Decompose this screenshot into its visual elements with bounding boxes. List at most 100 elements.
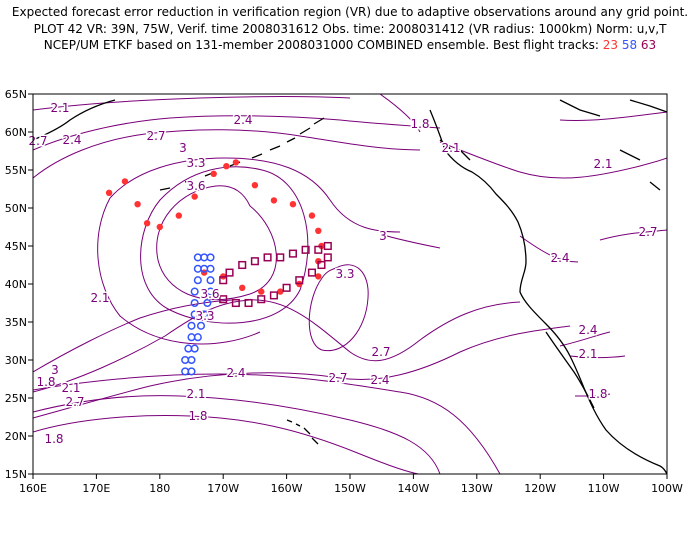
track-a-point (232, 159, 240, 166)
track-c-point (219, 276, 228, 285)
contour-1-8-northeast (559, 111, 667, 122)
track-c-point (282, 283, 291, 292)
contour-3-3-west (33, 299, 233, 373)
contour-label: 3.3 (335, 267, 354, 281)
title-line-3-text: NCEP/UM ETKF based on 131-member 2008031… (43, 38, 599, 52)
track-b-point (190, 298, 199, 308)
lon-label: 130W (461, 482, 493, 495)
baja-california (545, 331, 595, 409)
track-c-point (323, 241, 332, 251)
track-a-point (156, 223, 163, 231)
contour-label: 1.8 (44, 432, 63, 446)
title-line-3: NCEP/UM ETKF based on 131-member 2008031… (0, 37, 700, 54)
lat-label: 65N (5, 88, 27, 101)
alaska-coast (32, 99, 116, 141)
contour-label: 2.4 (62, 133, 81, 147)
lon-label: 100W (651, 482, 683, 495)
track-b-point (190, 287, 199, 296)
track-c-label: 63 (640, 38, 657, 52)
contour-label: 2.1 (186, 387, 205, 401)
contour-label: 3 (379, 229, 387, 243)
track-a-point (210, 170, 217, 177)
track-c-point (317, 260, 326, 270)
contour-label: 2.7 (638, 225, 657, 239)
lon-label: 180 (149, 482, 170, 495)
track-c-point (257, 295, 266, 304)
track-a-label: 23 (602, 38, 618, 52)
track-b-point (187, 355, 196, 365)
track-a-point (258, 288, 265, 295)
track-a-point (239, 284, 246, 291)
contour-2-1-northeast (439, 141, 667, 179)
track-b-point (200, 310, 209, 319)
track-a-point (315, 227, 322, 234)
track-b-point (187, 367, 196, 376)
track-c-point (263, 253, 272, 262)
track-a-point (223, 163, 230, 170)
track-c-point (225, 268, 234, 277)
track-a-point (270, 197, 278, 204)
contour-label: 1.8 (188, 409, 207, 423)
contour-2-7-south (33, 325, 571, 419)
contour-3-6-loop (156, 185, 277, 301)
contour-2-7-north (33, 129, 421, 179)
contour-label: 2.1 (90, 291, 109, 305)
track-a-point (105, 189, 113, 196)
lat-label: 35N (5, 316, 27, 329)
contour-2-4-southeast (559, 331, 611, 347)
track-a-point (134, 201, 141, 208)
track-b-point (203, 298, 212, 308)
contour-label: 2.4 (550, 251, 569, 265)
contour-label: 2.1 (61, 381, 80, 395)
contour-2-7-east (599, 229, 667, 241)
lon-label: 150W (334, 482, 366, 495)
lon-label: 120W (524, 482, 556, 495)
contour-label: 1.8 (588, 387, 607, 401)
track-b-label: 58 (621, 38, 638, 52)
track-c-point (301, 245, 310, 254)
track-b-point (190, 344, 199, 353)
track-b-point (206, 287, 215, 296)
track-a-point (308, 212, 316, 219)
map-background (33, 94, 667, 474)
axes: 160E 170E 180 170W 160W 150W 140W 130W 120W 110W 1… (5, 88, 683, 495)
contour-label: 2.7 (65, 395, 84, 409)
contour-1-8-north (379, 94, 421, 133)
lon-label: 170E (82, 482, 110, 495)
contour-2-4-east (519, 235, 579, 263)
contour-label: 2.4 (370, 373, 389, 387)
contour-label: 1.8 (410, 117, 429, 131)
track-c-point (295, 276, 304, 285)
lat-label: 55N (5, 164, 27, 177)
track-c-point (307, 268, 317, 277)
contour-labels: 2.12.42.733.33.63.63.332.72.42.11.81.82.… (27, 100, 659, 448)
contour-label: 2.7 (328, 371, 347, 385)
contour-label: 2.4 (233, 113, 252, 127)
contour-label: 3.6 (186, 179, 205, 193)
track-a-point (289, 201, 297, 208)
lat-label: 15N (5, 468, 27, 481)
contour-label: 3 (51, 363, 59, 377)
track-a-point (251, 182, 259, 189)
contour-label: 3 (179, 141, 187, 155)
track-c-point (314, 245, 323, 254)
lon-label: 170W (207, 482, 239, 495)
track-b-point (187, 321, 196, 330)
lat-label: 30N (5, 354, 27, 367)
contour-2-1-south (33, 395, 441, 474)
title-line-1: Expected forecast error reduction in ver… (11, 5, 689, 19)
track-b-point (196, 321, 206, 330)
track-c-point (219, 295, 228, 304)
track-a-point (143, 220, 151, 227)
contour-label: 2.1 (593, 157, 612, 171)
lon-label: 110W (588, 482, 620, 495)
canada-islands (439, 99, 668, 191)
track-b-point (190, 310, 199, 319)
contours (33, 94, 667, 474)
hawaii-islands (286, 419, 319, 445)
coastlines (32, 99, 668, 475)
contour-label: 3.3 (186, 156, 205, 170)
map-title: Expected forecast error reduction in ver… (0, 4, 700, 54)
contour-2-1-north (33, 96, 351, 111)
contour-label: 3.3 (335, 267, 354, 281)
